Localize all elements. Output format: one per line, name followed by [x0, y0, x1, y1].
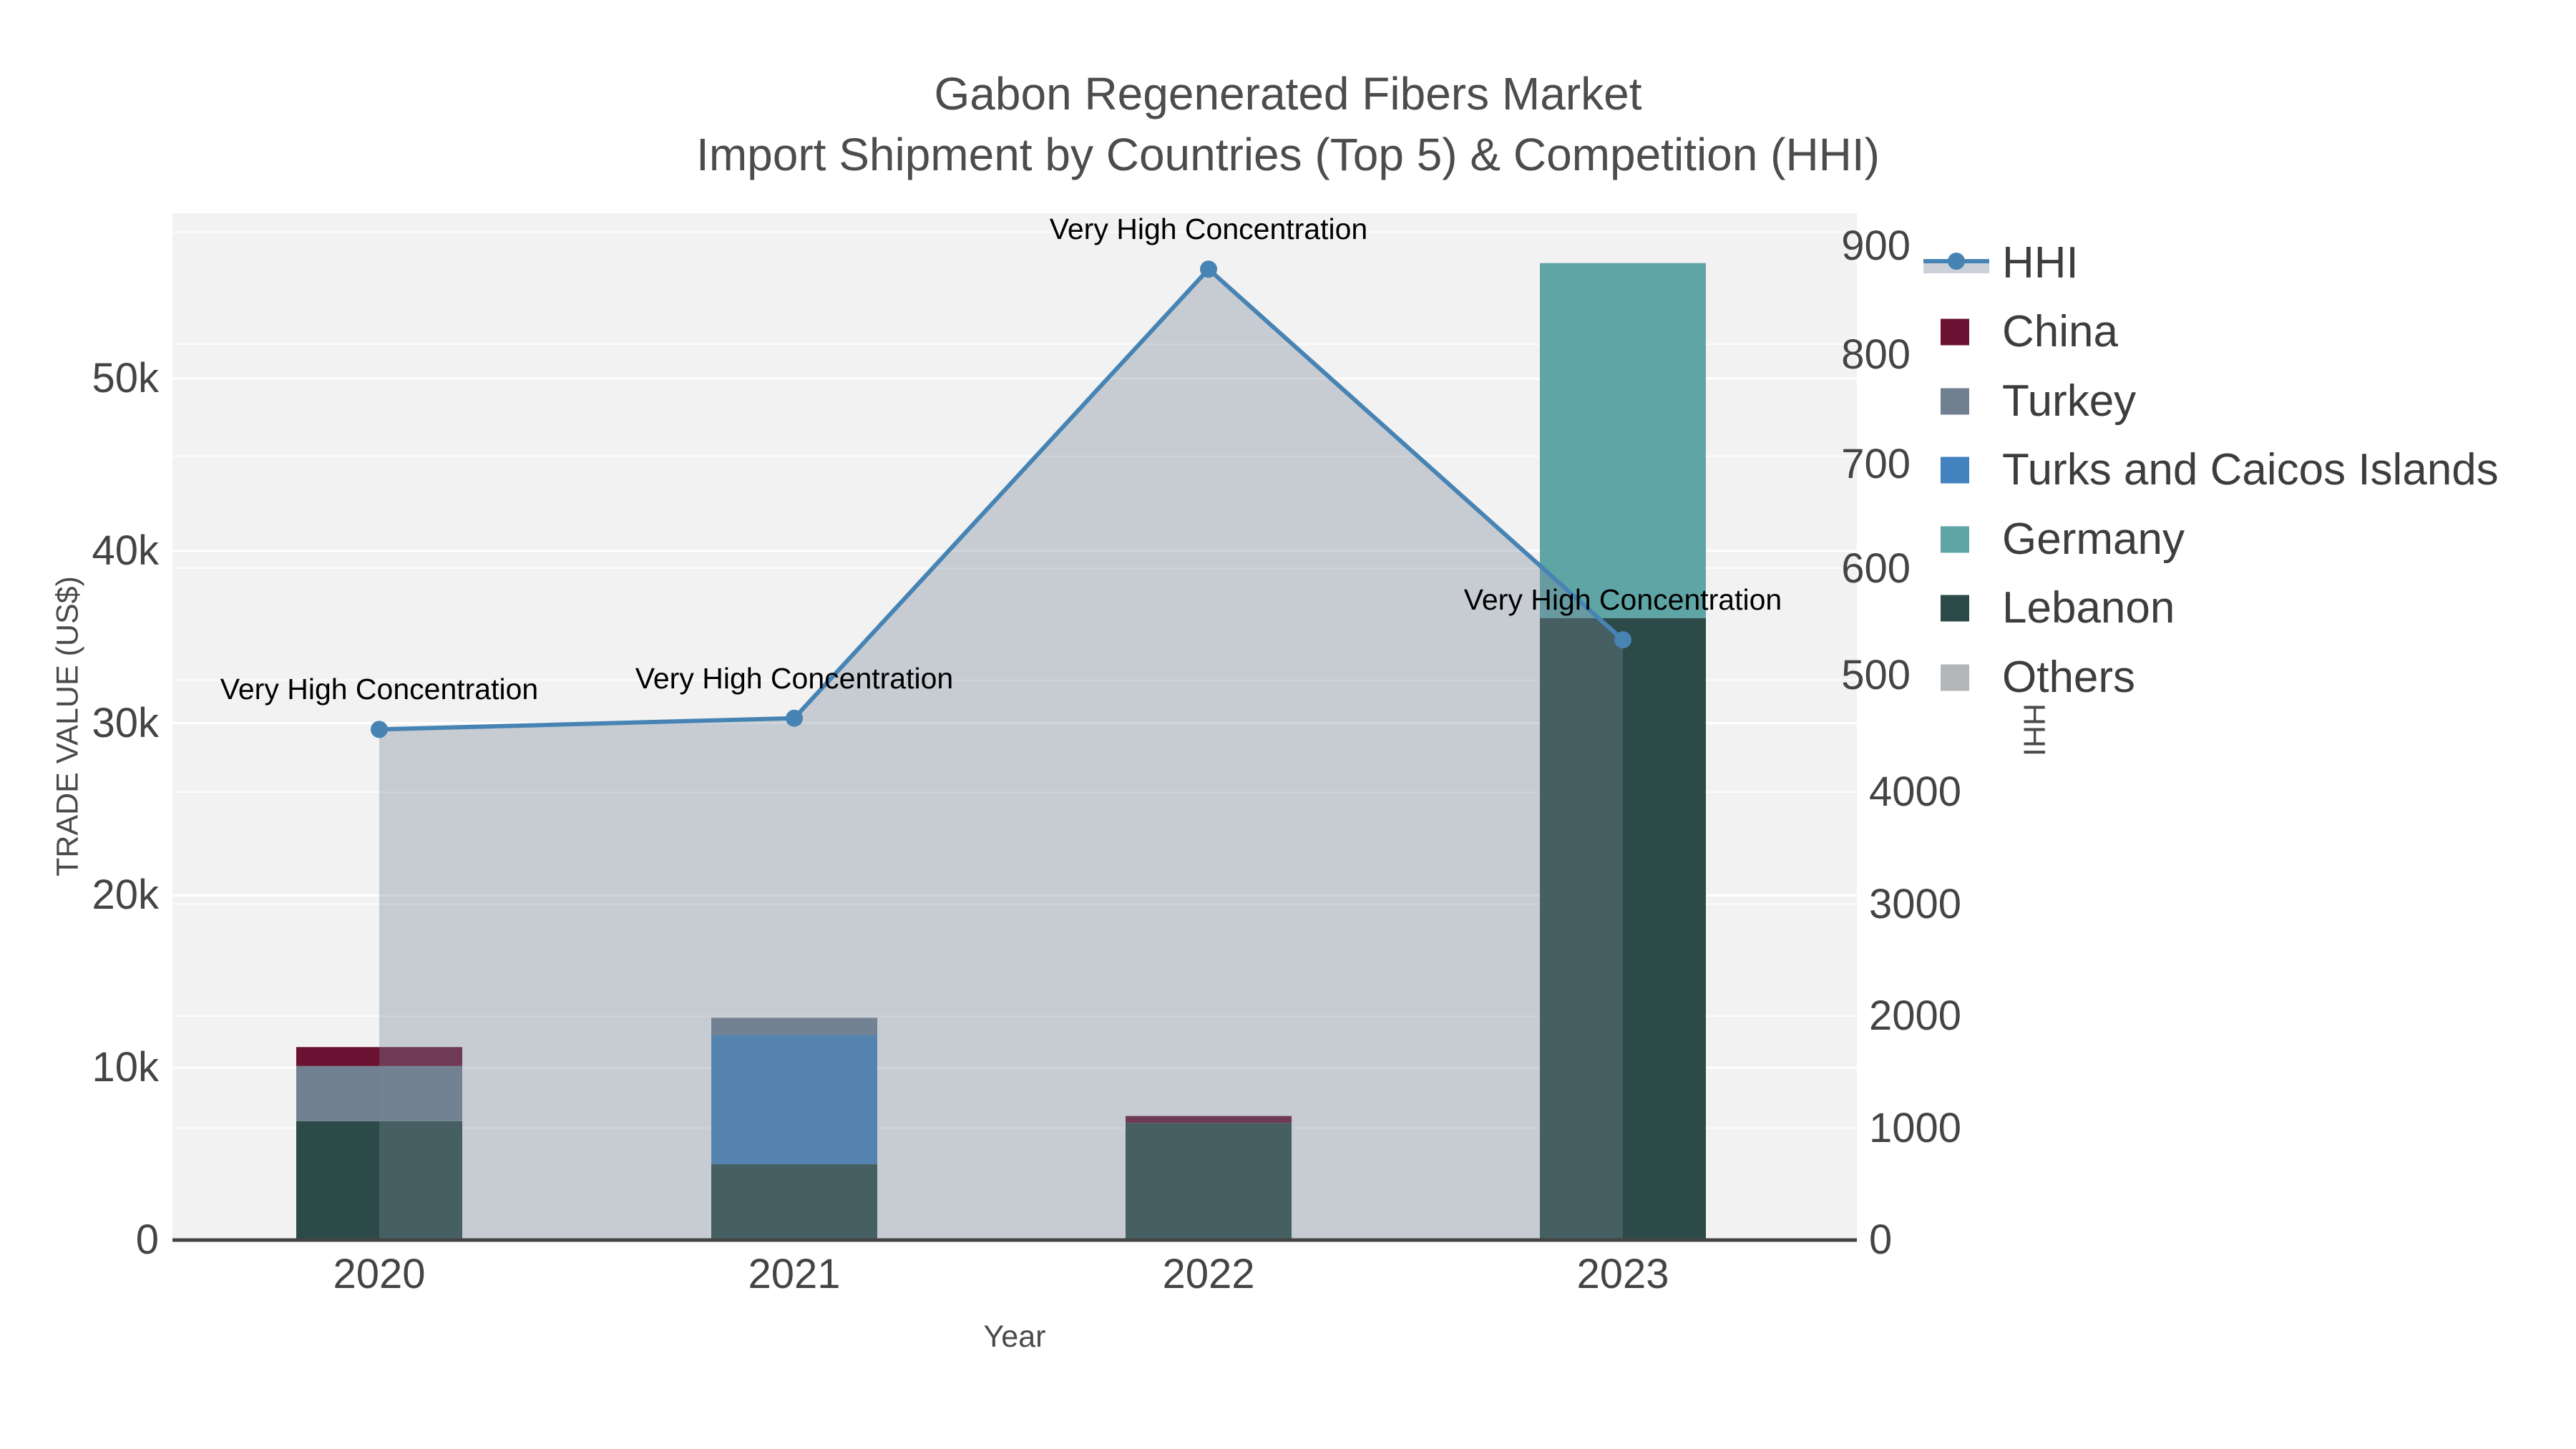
bar-segment-lebanon-2023[interactable] [1540, 618, 1706, 1240]
y-right-lower-tick: 4000 [1869, 769, 1962, 815]
y-left-tick: 50k [92, 355, 159, 401]
legend-swatch-icon [1941, 318, 1969, 346]
x-tick-2022: 2022 [1162, 1251, 1255, 1297]
legend-label: Turkey [2002, 376, 2137, 426]
hhi-marker-2021[interactable] [786, 709, 803, 727]
bar-segment-china-2022[interactable] [1126, 1116, 1292, 1123]
hhi-marker-2020[interactable] [371, 721, 388, 738]
hhi-marker-2023[interactable] [1614, 631, 1631, 649]
y-right-lower-tick: 0 [1869, 1216, 1893, 1263]
legend-label: Turks and Caicos Islands [2002, 445, 2499, 494]
y-left-tick: 0 [135, 1216, 159, 1263]
chart-title-line2: Import Shipment by Countries (Top 5) & C… [696, 129, 1880, 180]
x-tick-2023: 2023 [1576, 1251, 1669, 1297]
bar-segment-germany-2023[interactable] [1540, 263, 1706, 618]
y-right-upper-tick: 800 [1841, 331, 1911, 378]
chart-title-line1: Gabon Regenerated Fibers Market [934, 68, 1642, 119]
bar-segment-turkey-2021[interactable] [711, 1018, 877, 1035]
legend-swatch-icon [1941, 388, 1969, 415]
x-axis-title: Year [983, 1319, 1046, 1354]
legend-label: China [2002, 307, 2118, 356]
bar-segment-turkey-2020[interactable] [296, 1065, 462, 1121]
hhi-marker-2022[interactable] [1200, 260, 1217, 278]
legend-swatch-icon [1941, 457, 1969, 484]
y-right-lower-tick: 3000 [1869, 880, 1962, 927]
hhi-area-fill [379, 269, 1623, 1240]
y-left-axis-title: TRADE VALUE (US$) [50, 576, 85, 877]
legend-swatch-icon [1941, 526, 1969, 553]
legend-swatch-icon [1941, 595, 1969, 622]
bar-segment-lebanon-2021[interactable] [711, 1164, 877, 1240]
annotation-2021: Very High Concentration [635, 661, 954, 695]
legend-swatch-icon [1941, 664, 1969, 691]
y-right-upper-tick: 600 [1841, 545, 1911, 592]
x-tick-2021: 2021 [748, 1251, 841, 1297]
y-right-upper-tick: 700 [1841, 441, 1911, 487]
bar-segment-turks-and-caicos-islands-2021[interactable] [711, 1035, 877, 1165]
annotation-2022: Very High Concentration [1049, 213, 1368, 246]
y-left-tick: 40k [92, 527, 159, 574]
legend-label: Others [2002, 653, 2136, 702]
y-right-axis-title: HHI [2016, 703, 2051, 757]
bar-segment-lebanon-2022[interactable] [1126, 1123, 1292, 1240]
legend-label: HHI [2002, 238, 2079, 288]
hhi-line[interactable] [379, 265, 1625, 732]
hhi-legend-symbol-icon [1923, 248, 1989, 279]
legend-label: Lebanon [2002, 583, 2175, 633]
y-right-upper-tick: 900 [1841, 223, 1911, 269]
y-left-tick: 30k [92, 699, 159, 746]
bar-segment-china-2020[interactable] [296, 1047, 462, 1066]
annotation-2020: Very High Concentration [220, 673, 539, 706]
y-right-lower-tick: 1000 [1869, 1104, 1962, 1151]
annotation-2023: Very High Concentration [1463, 583, 1782, 617]
x-tick-2020: 2020 [333, 1251, 426, 1297]
y-right-upper-tick: 500 [1841, 652, 1911, 698]
bar-segment-lebanon-2020[interactable] [296, 1121, 462, 1240]
y-left-tick: 20k [92, 872, 159, 919]
legend-label: Germany [2002, 514, 2185, 564]
y-left-tick: 10k [92, 1044, 159, 1091]
y-right-lower-tick: 2000 [1869, 992, 1962, 1039]
